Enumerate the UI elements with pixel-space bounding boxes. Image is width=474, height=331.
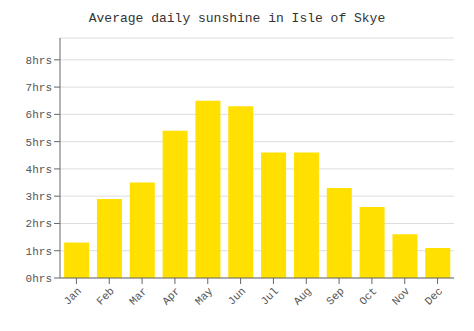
svg-text:Jul: Jul <box>259 285 281 307</box>
svg-text:5hrs: 5hrs <box>26 137 52 149</box>
svg-text:8hrs: 8hrs <box>26 55 52 67</box>
svg-text:6hrs: 6hrs <box>26 109 52 121</box>
svg-text:Aug: Aug <box>291 285 313 307</box>
svg-text:Nov: Nov <box>390 285 413 308</box>
svg-text:1hrs: 1hrs <box>26 246 52 258</box>
svg-text:4hrs: 4hrs <box>26 164 52 176</box>
svg-text:Mar: Mar <box>127 285 149 307</box>
svg-text:Sep: Sep <box>324 285 346 307</box>
svg-text:2hrs: 2hrs <box>26 218 52 230</box>
svg-text:0hrs: 0hrs <box>26 273 52 285</box>
svg-text:Dec: Dec <box>423 285 445 307</box>
svg-text:May: May <box>193 285 216 308</box>
svg-text:Feb: Feb <box>94 285 116 307</box>
svg-text:Jun: Jun <box>226 285 248 307</box>
svg-text:7hrs: 7hrs <box>26 82 52 94</box>
svg-text:Apr: Apr <box>160 285 182 307</box>
html-text:Average daily sunshine in Isle: Average daily sunshine in Isle of Skye <box>88 11 386 26</box>
svg-text:Oct: Oct <box>357 285 379 307</box>
svg-text:Jan: Jan <box>62 285 84 307</box>
svg-text:3hrs: 3hrs <box>26 191 52 203</box>
